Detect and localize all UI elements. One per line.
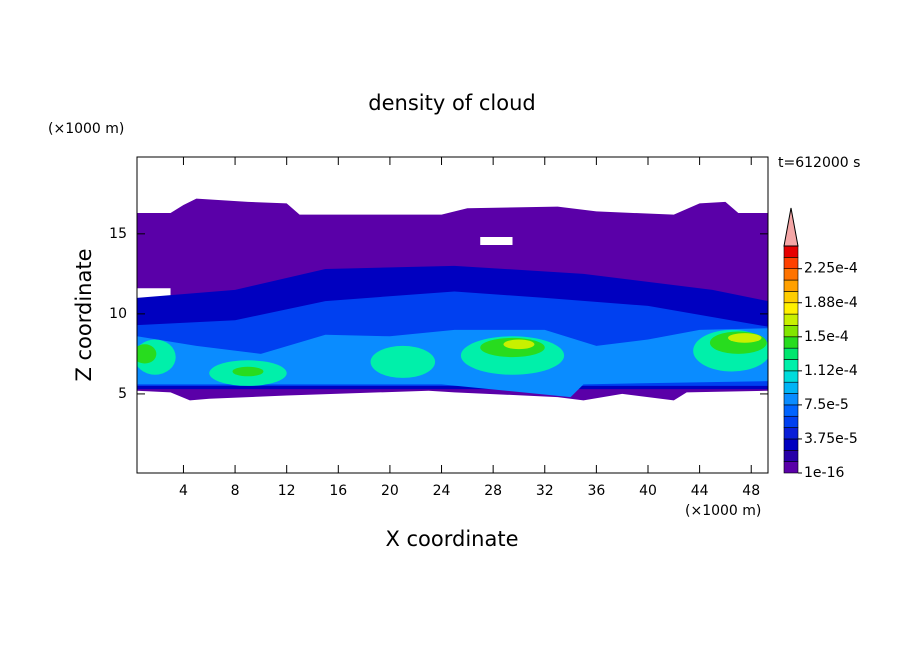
x-tick-label: 20 xyxy=(381,483,399,499)
x-tick-label: 36 xyxy=(587,483,605,499)
chart-title: density of cloud xyxy=(368,91,535,115)
contour-region xyxy=(133,344,157,364)
colorbar-band xyxy=(783,404,799,417)
contour-region xyxy=(503,339,535,350)
contour-field xyxy=(0,0,778,654)
colorbar-tick-label: 7.5e-5 xyxy=(804,397,849,413)
x-tick-label: 4 xyxy=(179,483,188,499)
colorbar-band xyxy=(783,257,799,270)
colorbar-band xyxy=(783,302,799,315)
y-tick-label: 5 xyxy=(118,386,127,402)
colorbar-band xyxy=(783,268,799,281)
colorbar-band xyxy=(783,313,799,326)
y-tick-label: 15 xyxy=(109,226,127,242)
colorbar-band xyxy=(783,370,799,383)
x-tick-label: 24 xyxy=(433,483,451,499)
colorbar-tick-label: 1.12e-4 xyxy=(804,363,858,379)
y-unit: (×1000 m) xyxy=(48,121,124,137)
plot-frame xyxy=(136,156,769,474)
colorbar-tick-label: 1.5e-4 xyxy=(804,329,849,345)
colorbar-band xyxy=(783,347,799,360)
contour-region xyxy=(137,328,768,398)
clip-mask xyxy=(0,0,137,654)
colorbar-band xyxy=(783,393,799,406)
colorbar-tick-label: 2.25e-4 xyxy=(804,261,858,277)
y-tick-label: 10 xyxy=(109,306,127,322)
colorbar-band xyxy=(783,336,799,349)
colorbar-band xyxy=(783,381,799,394)
y-axis-label: Z coordinate xyxy=(72,248,96,381)
x-tick-label: 8 xyxy=(231,483,240,499)
clip-mask xyxy=(768,0,778,654)
colorbar-band xyxy=(783,438,799,451)
contour-region xyxy=(232,366,264,377)
colorbar-band xyxy=(783,245,799,258)
x-tick-label: 44 xyxy=(691,483,709,499)
colorbar-band xyxy=(783,359,799,372)
x-axis-label: X coordinate xyxy=(385,527,518,551)
colorbar-band xyxy=(783,291,799,304)
colorbar-band xyxy=(783,325,799,338)
contour-region xyxy=(727,333,762,343)
x-tick-label: 16 xyxy=(329,483,347,499)
colorbar-band xyxy=(783,449,799,462)
x-unit: (×1000 m) xyxy=(685,503,761,519)
time-annotation: t=612000 s xyxy=(778,155,860,171)
colorbar-over xyxy=(783,207,799,247)
colorbar-band xyxy=(783,279,799,292)
contour-region xyxy=(480,237,513,246)
colorbar-tick-label: 1.88e-4 xyxy=(804,295,858,311)
x-tick-label: 48 xyxy=(742,483,760,499)
x-tick-label: 32 xyxy=(536,483,554,499)
colorbar-band xyxy=(783,415,799,428)
contour-region xyxy=(370,345,436,378)
colorbar-tick-label: 3.75e-5 xyxy=(804,431,858,447)
x-tick-label: 28 xyxy=(484,483,502,499)
colorbar-tick-label: 1e-16 xyxy=(804,465,844,481)
colorbar-band xyxy=(783,427,799,440)
colorbar-band xyxy=(783,461,799,474)
x-tick-label: 12 xyxy=(278,483,296,499)
x-tick-label: 40 xyxy=(639,483,657,499)
